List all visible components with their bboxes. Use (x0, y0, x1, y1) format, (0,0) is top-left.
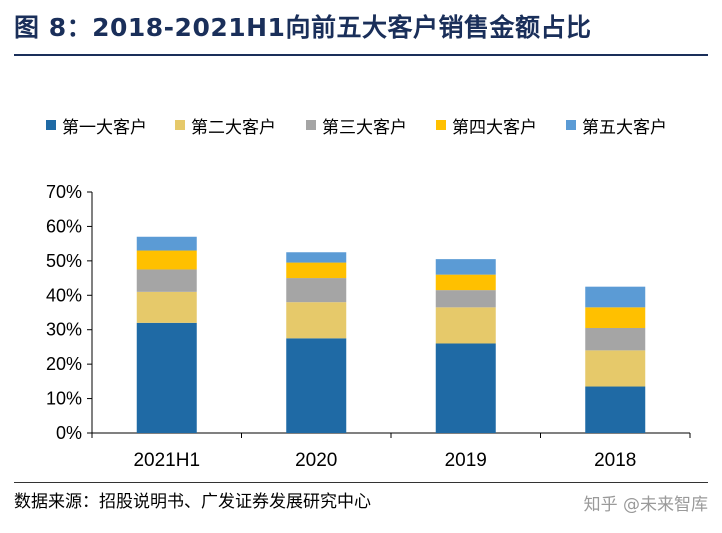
legend-label: 第一大客户 (62, 117, 147, 138)
y-tick-label: 20% (46, 354, 82, 374)
bar-segment-4 (435, 274, 496, 291)
chart-legend: 第一大客户 第二大客户 第三大客户 第四大客户 第五大客户 (0, 112, 722, 138)
bar-segment-5 (585, 286, 646, 308)
watermark: 知乎 @未来智库 (583, 495, 708, 515)
bar-segment-2 (286, 302, 347, 339)
legend-swatch (306, 120, 316, 130)
y-tick-label: 0% (56, 423, 82, 443)
y-tick-label: 70% (46, 182, 82, 202)
bar-segment-5 (286, 252, 347, 263)
y-tick-label: 30% (46, 320, 82, 340)
bar-segment-2 (585, 350, 646, 387)
legend-label: 第五大客户 (582, 117, 667, 138)
legend-swatch (46, 120, 56, 130)
legend-swatch (175, 120, 185, 130)
y-tick-label: 50% (46, 251, 82, 271)
page-title: 图 8：2018-2021H1向前五大客户销售金额占比 (14, 13, 592, 42)
bar-segment-2 (435, 307, 496, 344)
bar-segment-4 (585, 307, 646, 328)
y-tick-label: 10% (46, 389, 82, 409)
legend-label: 第三大客户 (322, 117, 407, 138)
bar-segment-1 (286, 338, 347, 433)
x-category-label: 2020 (295, 450, 337, 471)
legend-swatch (436, 120, 446, 130)
legend-item: 第二大客户 (175, 112, 276, 138)
legend-item: 第四大客户 (436, 112, 537, 138)
bar-segment-3 (286, 278, 347, 303)
bar-segment-1 (435, 343, 496, 433)
bar-segment-3 (435, 290, 496, 308)
bar-segment-5 (136, 236, 197, 251)
bar-segment-5 (435, 259, 496, 275)
bar-segment-2 (136, 291, 197, 323)
legend-label: 第四大客户 (452, 117, 537, 138)
bar-segment-4 (136, 250, 197, 270)
x-category-label: 2021H1 (133, 450, 200, 471)
legend-swatch (566, 120, 576, 130)
source-note: 数据来源：招股说明书、广发证券发展研究中心 (14, 492, 371, 512)
title-divider (14, 54, 708, 56)
bar-segment-4 (286, 262, 347, 279)
bar-segment-1 (136, 322, 197, 433)
legend-label: 第二大客户 (191, 117, 276, 138)
legend-item: 第一大客户 (46, 112, 147, 138)
bar-segment-3 (136, 269, 197, 292)
legend-item: 第五大客户 (566, 112, 667, 138)
x-category-label: 2019 (445, 450, 487, 471)
x-category-label: 2018 (594, 450, 636, 471)
footer-divider (14, 482, 708, 483)
bar-segment-1 (585, 386, 646, 433)
legend-item: 第三大客户 (306, 112, 407, 138)
bar-segment-3 (585, 327, 646, 351)
y-tick-label: 60% (46, 216, 82, 236)
y-tick-label: 40% (46, 285, 82, 305)
